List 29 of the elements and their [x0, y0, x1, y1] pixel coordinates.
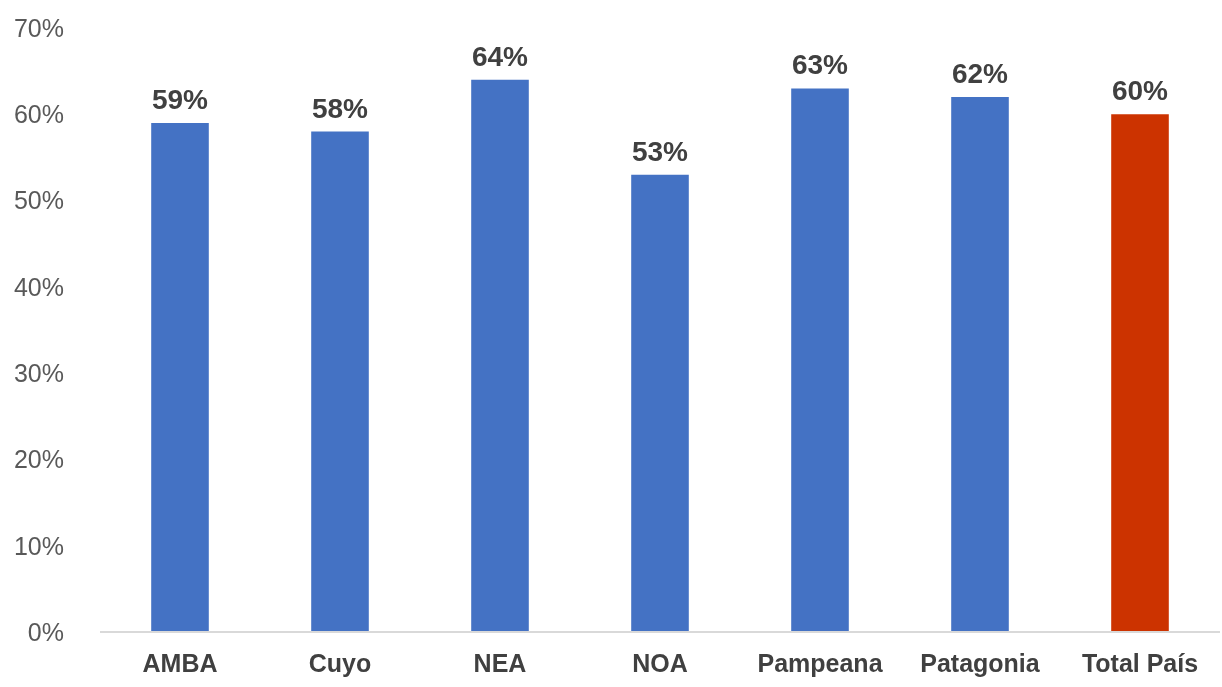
bar: [471, 79, 529, 632]
data-label: 60%: [1111, 75, 1169, 107]
bar: [791, 88, 849, 632]
bar: [631, 174, 689, 632]
x-tick-label: Total País: [1081, 648, 1199, 677]
y-tick-label: 60%: [13, 100, 64, 129]
data-label: 58%: [311, 92, 369, 124]
bar: [151, 122, 209, 632]
y-tick-label: 40%: [13, 272, 64, 301]
data-label: 53%: [631, 135, 689, 167]
y-tick-label: 20%: [13, 445, 64, 474]
x-tick-label: NOA: [632, 648, 688, 677]
bar: [311, 131, 369, 632]
x-tick-label: NEA: [473, 648, 527, 677]
data-label: 59%: [151, 83, 209, 115]
y-tick-label: 70%: [13, 13, 64, 42]
x-tick-label: Pampeana: [757, 648, 884, 677]
data-label: 63%: [791, 49, 849, 81]
data-label: 62%: [951, 58, 1009, 90]
y-tick-label: 50%: [13, 186, 64, 215]
bar: [951, 97, 1009, 632]
y-tick-label: 10%: [13, 531, 64, 560]
x-tick-label: Patagonia: [920, 648, 1041, 677]
bar: [1111, 114, 1169, 632]
x-tick-label: Cuyo: [308, 648, 372, 677]
data-label: 64%: [471, 40, 529, 72]
y-tick-label: 30%: [13, 359, 64, 388]
x-tick-label: AMBA: [142, 648, 218, 677]
y-tick-label: 0%: [27, 617, 64, 646]
